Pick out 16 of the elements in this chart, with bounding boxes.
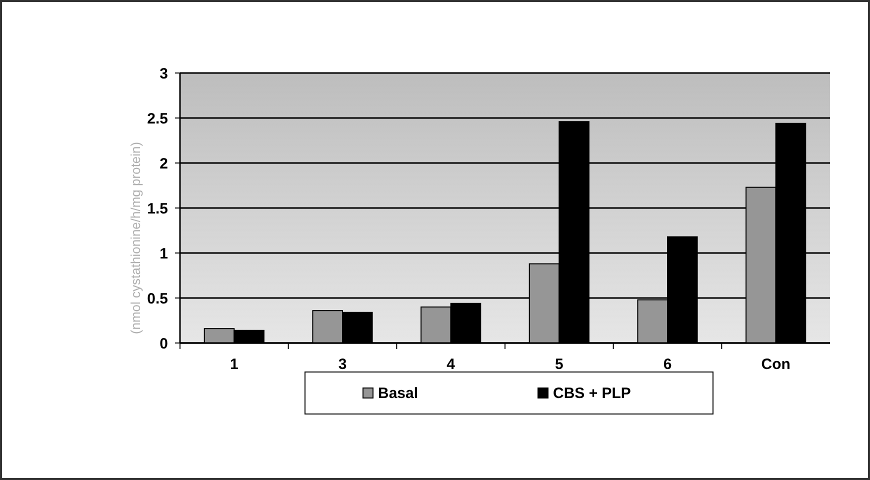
y-tick-label: 1 (160, 245, 168, 262)
y-tick-label: 3 (160, 65, 168, 82)
y-tick-label: 1.5 (147, 200, 168, 218)
y-tick-label: 0 (160, 335, 168, 352)
y-tick-label: 2 (160, 155, 168, 172)
x-tick-label: 5 (554, 356, 564, 373)
legend-label: CBS + PLP (553, 385, 631, 402)
x-tick-label: 3 (338, 356, 347, 373)
x-tick-label: 6 (663, 356, 672, 373)
y-axis-title: (nmol cystathionine/h/mg protein) (128, 142, 143, 334)
y-tick-label: 0.5 (147, 290, 168, 308)
legend-label: Basal (378, 385, 418, 402)
x-tick-label: Con (761, 356, 790, 373)
x-tick-label: 1 (230, 356, 238, 373)
x-tick-label: 4 (446, 356, 456, 373)
y-tick-label: 2.5 (147, 110, 168, 128)
